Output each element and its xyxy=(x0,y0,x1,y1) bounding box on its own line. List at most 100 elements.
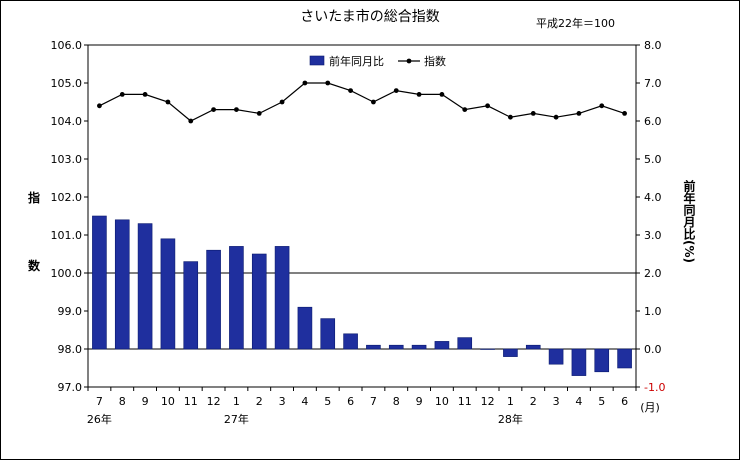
year-label: 28年 xyxy=(498,412,523,426)
x-tick-label: 9 xyxy=(416,395,423,408)
bar-yoy xyxy=(457,337,473,350)
legend-line-label: 指数 xyxy=(424,54,446,68)
year-label: 27年 xyxy=(224,412,249,426)
index-point xyxy=(462,107,468,112)
x-tick-label: 4 xyxy=(575,395,582,408)
index-point xyxy=(416,92,422,97)
right-tick-label: -1.0 xyxy=(644,381,665,394)
index-point xyxy=(142,92,148,97)
legend-line-marker xyxy=(406,58,412,64)
bar-yoy xyxy=(525,344,541,350)
left-tick-label: 106.0 xyxy=(51,39,83,52)
x-tick-label: 2 xyxy=(530,395,537,408)
right-tick-label: 1.0 xyxy=(644,305,662,318)
x-tick-label: 8 xyxy=(393,395,400,408)
bar-yoy xyxy=(411,344,427,350)
bar-yoy xyxy=(183,261,199,350)
x-tick-label: 1 xyxy=(233,395,240,408)
bar-yoy xyxy=(434,341,450,350)
x-tick-label: 3 xyxy=(279,395,286,408)
index-point xyxy=(256,111,262,116)
bar-yoy xyxy=(480,348,495,350)
index-point xyxy=(348,88,353,93)
chart-title: さいたま市の総合指数 xyxy=(300,9,440,25)
right-axis-label: 前年同月比(%) xyxy=(682,180,696,263)
legend-bar-swatch xyxy=(309,55,325,66)
index-point xyxy=(576,111,582,116)
x-tick-label: 11 xyxy=(458,395,472,408)
x-tick-label: 8 xyxy=(119,395,126,408)
bar-yoy xyxy=(251,253,267,350)
x-tick-label: 11 xyxy=(184,395,198,408)
index-point xyxy=(165,99,171,105)
index-point xyxy=(97,103,102,109)
bar-yoy xyxy=(343,333,358,350)
bar-yoy xyxy=(320,318,336,350)
index-point xyxy=(393,88,399,93)
left-tick-label: 105.0 xyxy=(51,77,83,90)
left-axis-label-char-1: 指 xyxy=(28,191,41,205)
x-tick-label: 10 xyxy=(161,395,175,408)
index-point xyxy=(622,111,627,116)
left-tick-label: 104.0 xyxy=(51,115,83,128)
left-tick-label: 103.0 xyxy=(51,153,83,166)
month-unit-label: (月) xyxy=(640,401,660,414)
left-tick-label: 102.0 xyxy=(51,191,83,204)
index-point xyxy=(439,92,445,97)
bar-yoy xyxy=(160,238,176,350)
right-tick-label: 5.0 xyxy=(644,153,662,166)
right-tick-label: 3.0 xyxy=(644,229,662,242)
left-axis-label-char-2: 数 xyxy=(28,259,41,273)
bar-yoy xyxy=(114,219,130,350)
x-tick-label: 7 xyxy=(96,395,103,408)
x-tick-label: 7 xyxy=(370,395,377,408)
right-tick-label: 0.0 xyxy=(644,343,662,356)
x-tick-label: 6 xyxy=(347,395,354,408)
index-point xyxy=(485,103,490,109)
x-tick-label: 1 xyxy=(507,395,514,408)
left-tick-label: 98.0 xyxy=(58,343,83,356)
index-point xyxy=(211,107,216,112)
index-point xyxy=(530,111,536,116)
x-tick-label: 12 xyxy=(207,395,221,408)
x-tick-label: 10 xyxy=(435,395,449,408)
x-tick-label: 5 xyxy=(598,395,605,408)
index-point xyxy=(371,99,376,105)
right-tick-label: 7.0 xyxy=(644,77,662,90)
bar-yoy xyxy=(274,246,290,350)
index-point xyxy=(508,114,513,120)
legend-bar-label: 前年同月比 xyxy=(329,54,384,68)
year-label: 26年 xyxy=(87,412,112,426)
right-tick-label: 2.0 xyxy=(644,267,662,280)
index-point xyxy=(234,107,239,112)
left-tick-label: 101.0 xyxy=(51,229,83,242)
index-point xyxy=(302,80,308,86)
bar-yoy xyxy=(594,348,610,373)
index-point xyxy=(325,80,331,86)
index-point xyxy=(279,99,285,105)
bar-yoy xyxy=(297,306,313,350)
bar-yoy xyxy=(92,215,107,350)
bar-yoy xyxy=(229,246,244,350)
x-tick-label: 4 xyxy=(301,395,308,408)
bar-yoy xyxy=(388,344,404,350)
bar-yoy xyxy=(137,223,153,350)
bar-yoy xyxy=(571,348,587,376)
left-tick-label: 99.0 xyxy=(58,305,83,318)
bar-yoy xyxy=(206,249,221,350)
x-tick-label: 5 xyxy=(324,395,331,408)
x-tick-label: 3 xyxy=(553,395,560,408)
base-year-note: 平成22年＝100 xyxy=(536,17,615,30)
index-point xyxy=(553,114,559,120)
index-point xyxy=(188,118,194,124)
left-tick-label: 97.0 xyxy=(58,381,83,394)
x-tick-label: 9 xyxy=(142,395,149,408)
bar-yoy xyxy=(503,348,518,357)
right-tick-label: 4.0 xyxy=(644,191,662,204)
bar-yoy xyxy=(366,344,381,350)
bar-yoy xyxy=(617,348,632,369)
x-tick-label: 2 xyxy=(256,395,263,408)
index-point xyxy=(599,103,605,109)
right-tick-label: 8.0 xyxy=(644,39,662,52)
x-tick-label: 12 xyxy=(481,395,495,408)
